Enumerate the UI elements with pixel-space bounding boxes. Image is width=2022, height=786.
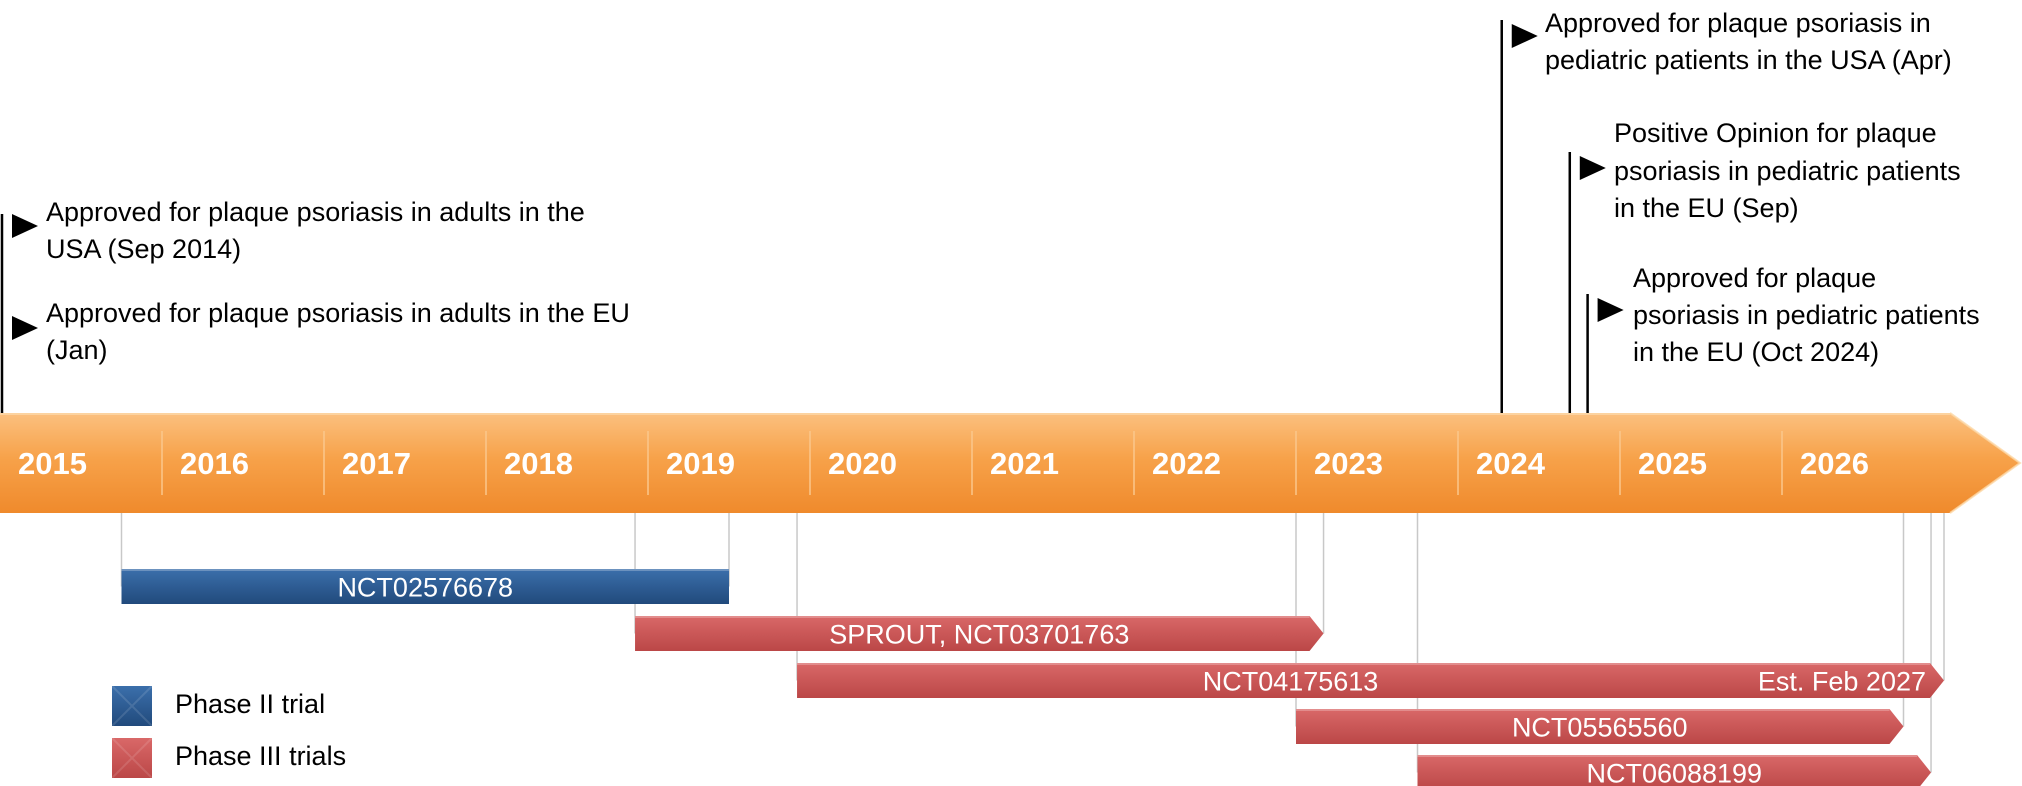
milestone-label-line: in the EU (Sep) — [1614, 193, 1799, 223]
milestone-label-line: Approved for plaque psoriasis in adults … — [46, 298, 630, 328]
legend-label-phase-iii: Phase III trials — [175, 741, 346, 771]
legend: Phase II trial Phase III trials — [111, 685, 346, 779]
trial-bar-NCT05565560: NCT05565560 — [1296, 709, 1904, 744]
milestone-eu-adults: Approved for plaque psoriasis in adults … — [12, 298, 630, 365]
legend-item-phase-iii: Phase III trials — [111, 737, 346, 779]
trial-end-label: Est. Feb 2027 — [1758, 667, 1926, 697]
trial-label: NCT02576678 — [337, 573, 513, 603]
flag-icon — [12, 316, 38, 340]
legend-swatch-phase-iii — [112, 738, 152, 778]
year-label-2020: 2020 — [828, 446, 897, 481]
milestone-label-line: Positive Opinion for plaque — [1614, 118, 1937, 148]
milestone-label-line: psoriasis in pediatric patients — [1614, 156, 1961, 186]
trial-label: NCT06088199 — [1586, 759, 1762, 786]
trial-bars: NCT02576678 SPROUT, NCT03701763 NCT0417561… — [121, 569, 1944, 786]
year-label-2024: 2024 — [1476, 446, 1546, 481]
year-label-2025: 2025 — [1638, 446, 1707, 481]
legend-item-phase-ii: Phase II trial — [111, 685, 325, 727]
milestone-label-line: Approved for plaque — [1633, 263, 1876, 293]
year-label-2021: 2021 — [990, 446, 1059, 481]
timeline-band: 2015 2016 2017 2018 2019 2020 2021 2022 2023 2024… — [0, 412, 2022, 514]
milestone-label-line: Approved for plaque psoriasis in — [1545, 8, 1931, 38]
trial-label: NCT04175613 — [1203, 667, 1379, 697]
milestone-flags: Approved for plaque psoriasis in adults … — [0, 8, 1980, 413]
milestone-us-adults: Approved for plaque psoriasis in adults … — [0, 197, 585, 413]
milestone-label-line: pediatric patients in the USA (Apr) — [1545, 45, 1952, 75]
timeline-band-arrow — [0, 413, 1948, 513]
trial-bar-SPROUT: SPROUT, NCT03701763 — [635, 616, 1324, 651]
milestone-eu-opinion: Positive Opinion for plaque psoriasis in … — [1568, 118, 1961, 413]
milestone-label-line: psoriasis in pediatric patients — [1633, 300, 1980, 330]
trial-bar-shape — [1417, 755, 1932, 786]
legend-swatch-phase-ii — [112, 686, 152, 726]
flag-icon — [12, 214, 38, 238]
legend-label-phase-ii: Phase II trial — [175, 689, 325, 719]
milestone-eu-pediatric: Approved for plaque psoriasis in pediatri… — [1586, 263, 1980, 413]
flag-icon — [1579, 156, 1606, 180]
milestone-label-line: Approved for plaque psoriasis in adults … — [46, 197, 585, 227]
flag-icon — [1511, 24, 1538, 48]
trial-bar-NCT04175613: NCT04175613 Est. Feb 2027 — [797, 663, 1944, 698]
timeline-band-tip — [1948, 413, 2020, 513]
year-label-2015: 2015 — [18, 446, 87, 481]
trial-bar-shape — [797, 663, 1944, 698]
milestone-label-line: USA (Sep 2014) — [46, 234, 241, 264]
year-label-2016: 2016 — [180, 446, 249, 481]
flag-icon — [1597, 298, 1624, 322]
trial-label: SPROUT, NCT03701763 — [829, 620, 1129, 650]
year-label-2018: 2018 — [504, 446, 573, 481]
trial-label: NCT05565560 — [1512, 713, 1688, 743]
trial-bar-NCT06088199: NCT06088199 — [1417, 755, 1932, 786]
year-label-2019: 2019 — [666, 446, 735, 481]
trial-bar-NCT02576678: NCT02576678 — [121, 569, 729, 604]
year-label-2023: 2023 — [1314, 446, 1383, 481]
year-label-2022: 2022 — [1152, 446, 1221, 481]
trial-bar-shape — [121, 569, 729, 604]
trial-bar-shape — [1296, 709, 1904, 744]
milestone-us-pediatric: Approved for plaque psoriasis in pediatri… — [1500, 8, 1952, 413]
year-label-2017: 2017 — [342, 446, 411, 481]
milestone-label-line: (Jan) — [46, 335, 108, 365]
milestone-label-line: in the EU (Oct 2024) — [1633, 337, 1879, 367]
year-label-2026: 2026 — [1800, 446, 1869, 481]
trial-bar-shape — [635, 616, 1324, 651]
